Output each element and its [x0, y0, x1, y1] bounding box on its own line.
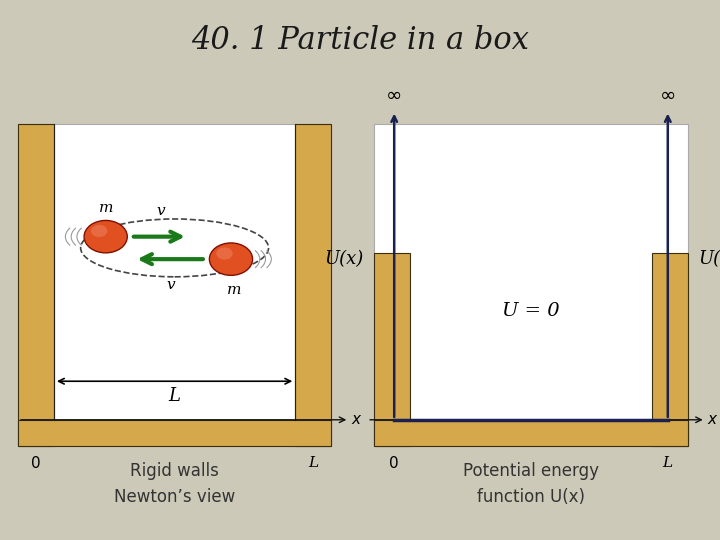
Text: x: x — [708, 413, 717, 427]
Text: m: m — [99, 201, 113, 215]
Text: U = 0: U = 0 — [502, 301, 560, 320]
Circle shape — [216, 247, 233, 260]
Text: L: L — [662, 456, 673, 470]
Bar — [18, 420, 331, 446]
Bar — [18, 124, 54, 446]
Bar — [374, 124, 688, 446]
Text: x: x — [351, 413, 361, 427]
Bar — [374, 420, 688, 446]
Bar — [18, 124, 331, 446]
Text: 0: 0 — [31, 456, 41, 471]
Text: v: v — [156, 204, 165, 218]
Text: U(x): U(x) — [698, 250, 720, 268]
Text: L: L — [308, 456, 318, 470]
Text: L: L — [168, 387, 181, 404]
Circle shape — [210, 243, 253, 275]
Text: ∞: ∞ — [386, 86, 402, 105]
Bar — [652, 253, 688, 446]
Text: Rigid walls
Newton’s view: Rigid walls Newton’s view — [114, 462, 235, 506]
Circle shape — [84, 220, 127, 253]
Text: v: v — [166, 278, 175, 292]
Text: 40. 1 Particle in a box: 40. 1 Particle in a box — [191, 25, 529, 56]
Text: m: m — [228, 284, 242, 298]
Text: Potential energy
function U(x): Potential energy function U(x) — [463, 462, 599, 506]
Bar — [295, 124, 331, 446]
Text: 0: 0 — [390, 456, 399, 471]
Text: ∞: ∞ — [660, 86, 676, 105]
Circle shape — [91, 225, 107, 237]
Text: U(x): U(x) — [324, 250, 364, 268]
Bar — [374, 253, 410, 446]
